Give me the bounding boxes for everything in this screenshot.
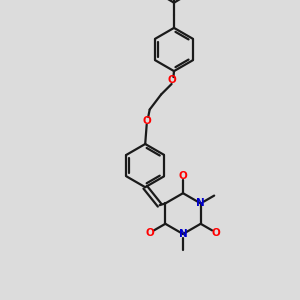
Text: N: N (196, 198, 205, 208)
Text: O: O (212, 227, 220, 238)
Text: O: O (178, 171, 188, 181)
Text: O: O (146, 227, 154, 238)
Text: O: O (142, 116, 151, 126)
Text: N: N (178, 229, 188, 239)
Text: O: O (167, 75, 176, 85)
